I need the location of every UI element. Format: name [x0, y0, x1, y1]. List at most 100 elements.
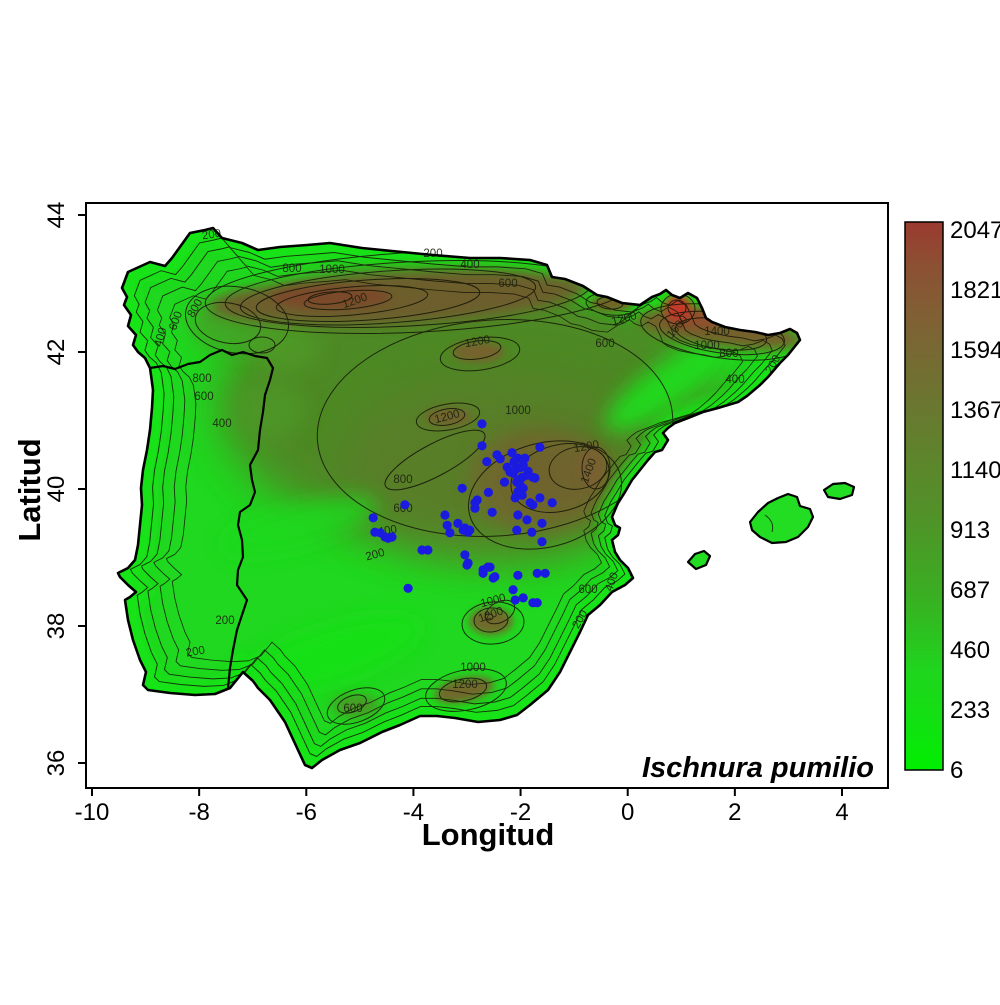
colorbar-label: 687 [950, 577, 990, 604]
x-tick-label: -6 [296, 799, 317, 826]
colorbar-label: 913 [950, 517, 990, 544]
occurrence-point [507, 448, 517, 458]
contour-label: 400 [725, 374, 744, 386]
contour-label: 600 [578, 584, 597, 596]
occurrence-point [457, 483, 467, 493]
colorbar-label: 233 [950, 697, 990, 724]
occurrence-point [462, 560, 472, 570]
contour-label: 1200 [573, 439, 600, 455]
y-tick-label: 36 [43, 750, 70, 777]
colorbar-label: 460 [950, 637, 990, 664]
occurrence-point [510, 595, 520, 605]
x-tick-label: 2 [728, 799, 741, 826]
contour-label: 800 [719, 348, 738, 360]
occurrence-point [368, 513, 378, 523]
occurrence-point [478, 568, 488, 578]
y-tick-label: 42 [43, 339, 70, 366]
occurrence-point [537, 537, 547, 547]
occurrence-point [527, 527, 537, 537]
occurrence-point [477, 419, 487, 429]
occurrence-point [492, 450, 502, 460]
occurrence-point [483, 562, 493, 572]
contour-label: 600 [194, 391, 213, 403]
occurrence-point [509, 457, 519, 467]
y-axis-title: Latitud [12, 438, 47, 541]
occurrence-point [522, 470, 532, 480]
occurrence-point [517, 490, 527, 500]
occurrence-point [537, 518, 547, 528]
plot-border [85, 202, 889, 789]
colorbar: 2047 1821 1594 1367 1140 913 687 460 233 6 [904, 217, 1000, 784]
occurrence-point [463, 527, 473, 537]
occurrence-point [483, 487, 493, 497]
occurrence-point [472, 495, 482, 505]
contour-label: 1000 [319, 264, 345, 276]
x-tick-label: 0 [621, 799, 634, 826]
occurrence-point [522, 515, 532, 525]
occurrence-point [423, 545, 433, 555]
y-axis: 36 38 40 42 44 [43, 202, 86, 777]
contour-label: 200 [215, 615, 234, 627]
balearic-islands [686, 481, 856, 571]
contour-label: 600 [498, 278, 517, 290]
occurrence-point [477, 441, 487, 451]
occurrence-point [518, 593, 528, 603]
y-tick-label: 44 [43, 202, 70, 229]
colorbar-label: 1821 [950, 277, 1000, 304]
ibiza-island [686, 549, 712, 571]
occurrence-point [530, 473, 540, 483]
y-tick-label: 38 [43, 613, 70, 640]
contour-label: 600 [343, 703, 362, 715]
contour-label: 1200 [452, 679, 478, 691]
contour-label: 400 [153, 326, 170, 348]
contour-label: 800 [282, 263, 301, 275]
occurrence-point [532, 568, 542, 578]
occurrence-point [470, 503, 480, 513]
contour-label: 1000 [694, 340, 720, 352]
occurrence-point [528, 598, 538, 608]
mallorca-island [748, 492, 815, 545]
x-tick-label: -2 [510, 799, 531, 826]
x-tick-label: -4 [403, 799, 424, 826]
contour-label: 1000 [460, 662, 486, 674]
occurrence-point [499, 477, 510, 487]
x-tick-label: -10 [75, 799, 110, 826]
x-tick-label: 4 [835, 799, 848, 826]
colorbar-label: 2047 [950, 217, 1000, 244]
colorbar-label: 1594 [950, 337, 1000, 364]
occurrence-point [510, 493, 520, 503]
x-axis-title: Longitud [422, 817, 555, 852]
occurrence-point [453, 518, 463, 528]
species-label: Ischnura pumilio [642, 752, 874, 784]
occurrence-point [547, 498, 557, 508]
occurrence-point [508, 585, 518, 595]
occurrence-point [520, 453, 530, 463]
contour-label: 1400 [704, 326, 730, 338]
colorbar-label: 6 [950, 757, 963, 784]
colorbar-label: 1140 [950, 457, 1000, 484]
contour-label: 400 [460, 259, 479, 271]
occurrence-points [368, 419, 557, 608]
occurrence-point [442, 520, 452, 530]
portugal-spain-border [149, 348, 275, 689]
occurrence-point [400, 500, 410, 510]
colorbar-gradient [904, 221, 944, 771]
occurrence-point [528, 500, 538, 510]
contour-label: 800 [393, 474, 412, 486]
contour-label: 600 [595, 338, 614, 350]
contour-label: 400 [212, 418, 231, 430]
contour-label: 200 [364, 547, 386, 564]
occurrence-point [513, 510, 523, 520]
occurrence-point [482, 457, 492, 467]
occurrence-point [512, 525, 522, 535]
contour-label: 200 [185, 644, 206, 659]
contour-label: 1200 [464, 334, 491, 350]
colorbar-label: 1367 [950, 397, 1000, 424]
occurrence-point [535, 493, 545, 503]
menorca-island [822, 481, 856, 501]
occurrence-point [460, 550, 470, 560]
occurrence-point [387, 532, 397, 542]
occurrence-point [508, 468, 518, 478]
